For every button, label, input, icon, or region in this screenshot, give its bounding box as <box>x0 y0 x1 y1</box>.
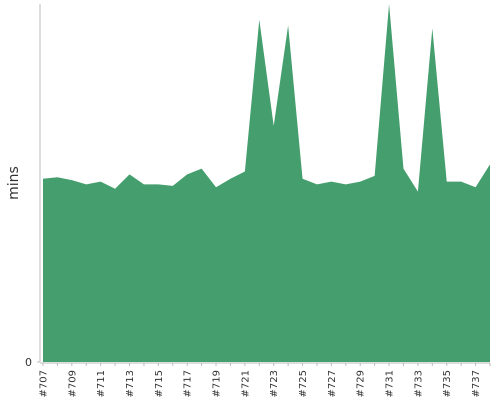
x-tick-label: #713 <box>125 370 136 397</box>
x-tick-label: #737 <box>471 370 482 397</box>
x-tick-label: #721 <box>240 370 251 397</box>
x-tick-label: #723 <box>269 370 280 397</box>
x-tick-label: #709 <box>67 370 78 397</box>
y-axis-label: mins <box>6 166 22 200</box>
x-tick-label: #719 <box>212 370 223 397</box>
x-tick-label: #735 <box>442 370 453 397</box>
x-tick-label: #715 <box>154 370 165 397</box>
y-tick-label: 0 <box>25 356 32 369</box>
x-tick-label: #717 <box>183 370 194 397</box>
x-tick-label: #731 <box>385 370 396 397</box>
x-tick-label: #725 <box>298 370 309 397</box>
x-tick-label: #729 <box>356 370 367 397</box>
x-tick-label: #707 <box>39 370 50 397</box>
area <box>43 4 490 362</box>
x-tick-label: #727 <box>327 370 338 397</box>
x-tick-label: #733 <box>413 370 424 397</box>
x-tick-label: #711 <box>96 370 107 397</box>
